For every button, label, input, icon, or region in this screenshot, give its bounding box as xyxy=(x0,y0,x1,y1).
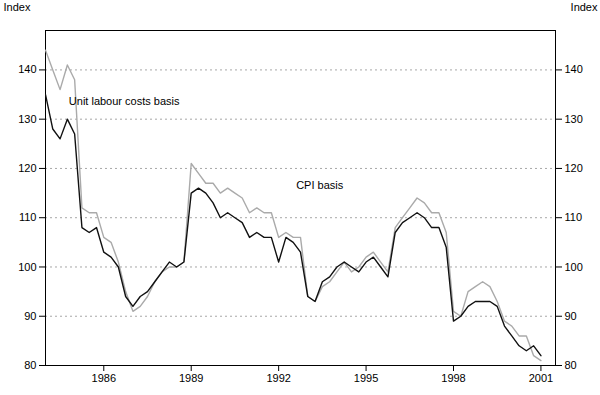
svg-text:120: 120 xyxy=(565,162,583,174)
svg-text:1998: 1998 xyxy=(441,372,465,384)
svg-text:90: 90 xyxy=(565,310,577,322)
svg-text:140: 140 xyxy=(565,63,583,75)
svg-text:1995: 1995 xyxy=(354,372,378,384)
svg-text:130: 130 xyxy=(565,113,583,125)
svg-text:Index: Index xyxy=(571,1,598,13)
svg-text:Index: Index xyxy=(4,1,31,13)
svg-text:90: 90 xyxy=(24,310,36,322)
svg-text:100: 100 xyxy=(565,260,583,272)
svg-text:80: 80 xyxy=(24,359,36,371)
svg-text:1986: 1986 xyxy=(92,372,116,384)
svg-text:1989: 1989 xyxy=(179,372,203,384)
svg-text:2001: 2001 xyxy=(529,372,553,384)
svg-text:100: 100 xyxy=(18,260,36,272)
svg-text:80: 80 xyxy=(565,359,577,371)
svg-text:CPI basis: CPI basis xyxy=(296,179,344,191)
svg-text:110: 110 xyxy=(19,211,37,223)
svg-text:140: 140 xyxy=(18,63,36,75)
svg-text:120: 120 xyxy=(18,162,36,174)
svg-text:Unit labour costs basis: Unit labour costs basis xyxy=(69,95,180,107)
svg-text:110: 110 xyxy=(565,211,583,223)
svg-text:130: 130 xyxy=(18,113,36,125)
svg-text:1992: 1992 xyxy=(266,372,290,384)
